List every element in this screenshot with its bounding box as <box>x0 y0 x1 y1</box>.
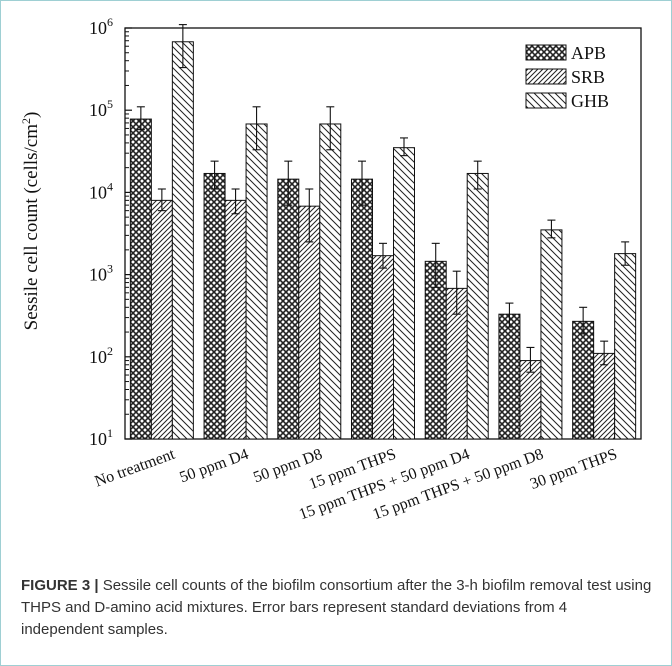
caption-label: FIGURE 3 | <box>21 577 99 594</box>
x-tick-label: 50 ppm D4 <box>177 446 250 487</box>
bar-srb <box>150 199 173 440</box>
bar-apb <box>498 313 521 440</box>
caption-d-letter: D <box>94 599 106 616</box>
bar-apb <box>572 320 595 440</box>
bar-apb <box>424 260 447 440</box>
y-tick-label: 103 <box>89 262 113 285</box>
x-tick-label: No treatment <box>93 446 178 491</box>
bar-apb <box>203 172 226 440</box>
bar-ghb <box>614 253 637 440</box>
legend-swatch-apb <box>525 44 567 61</box>
bar-ghb <box>171 41 194 440</box>
bar-srb <box>224 199 247 440</box>
bar-ghb <box>319 123 342 440</box>
legend-swatch-ghb <box>525 92 567 109</box>
bar-srb <box>593 352 616 440</box>
legend-swatch-srb <box>525 68 567 85</box>
bar-srb <box>372 255 394 440</box>
bar-ghb <box>540 229 563 440</box>
y-tick-label: 105 <box>89 97 113 120</box>
y-tick-label: 102 <box>89 344 113 367</box>
bar-apb <box>351 178 373 440</box>
bars <box>129 24 637 440</box>
bar-ghb <box>393 147 415 440</box>
legend-label-srb: SRB <box>571 67 605 87</box>
y-tick-label: 104 <box>89 179 113 202</box>
bar-ghb <box>245 123 268 440</box>
caption-text-cont: -amino acid mixtures. Error bars represe… <box>21 599 568 638</box>
y-tick-label: 106 <box>89 15 113 38</box>
bar-apb <box>129 118 152 440</box>
bar-ghb <box>466 172 489 440</box>
legend-label-apb: APB <box>571 43 606 63</box>
caption-text: Sessile cell counts of the biofilm conso… <box>21 577 652 616</box>
legend-label-ghb: GHB <box>571 91 609 111</box>
figure-caption: FIGURE 3 | Sessile cell counts of the bi… <box>21 575 653 641</box>
y-tick-label: 101 <box>89 426 113 449</box>
y-axis-label: Sessile cell count (cells/cm2) <box>19 112 42 331</box>
legend: APB SRB GHB <box>525 43 609 111</box>
bar-apb <box>277 178 300 440</box>
